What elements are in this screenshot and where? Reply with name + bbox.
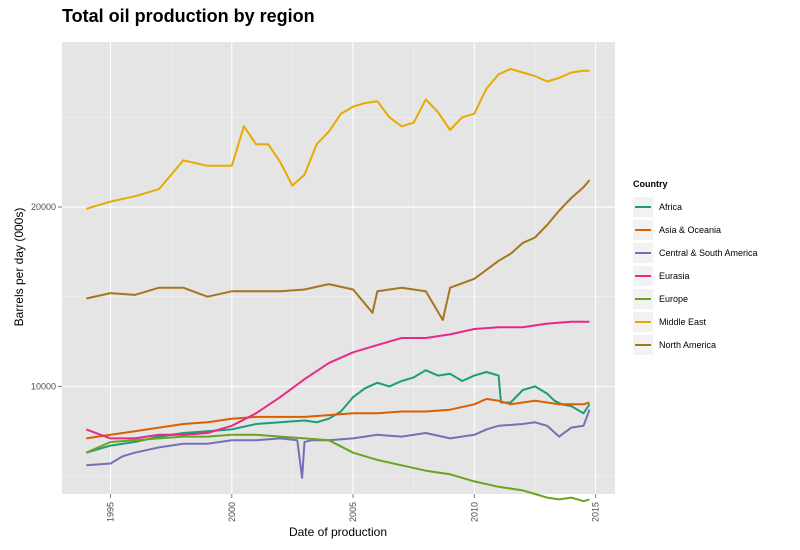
- legend-item: Africa: [633, 195, 758, 218]
- y-tick-label: 20000: [31, 202, 56, 212]
- x-tick-label: 2005: [348, 502, 358, 522]
- plot-panel: [62, 42, 615, 494]
- legend-label: North America: [659, 339, 717, 350]
- x-tick-label: 1995: [106, 502, 116, 522]
- series-line-africa: [86, 369, 591, 454]
- legend-label: Asia & Oceania: [659, 224, 722, 235]
- legend-label: Middle East: [659, 316, 707, 327]
- legend-label: Europe: [659, 293, 689, 304]
- x-axis-label: Date of production: [288, 525, 388, 539]
- series-line-north-america: [86, 179, 591, 321]
- grid-major: [62, 42, 615, 494]
- legend-item: Europe: [633, 287, 758, 310]
- legend-key: [633, 288, 653, 309]
- legend-swatch: [635, 228, 651, 231]
- legend-item: Asia & Oceania: [633, 218, 758, 241]
- legend-swatch: [635, 297, 651, 300]
- series-line-eurasia: [85, 320, 590, 440]
- legend-items: Africa Asia & Oceania Central & South Amer…: [633, 195, 758, 356]
- legend-key: [633, 219, 653, 240]
- legend-label: Central & South America: [659, 247, 758, 258]
- chart-title: Total oil production by region: [62, 6, 315, 26]
- legend-swatch: [635, 320, 651, 323]
- y-tick-label: 10000: [31, 381, 56, 391]
- legend-key: [633, 196, 653, 217]
- legend-swatch: [635, 205, 651, 208]
- series-line-middle-east: [86, 67, 590, 210]
- legend-label: Eurasia: [659, 270, 690, 281]
- legend-key: [633, 334, 653, 355]
- series-line-asia-oceania: [86, 397, 590, 440]
- x-tick-label: 2015: [591, 502, 601, 522]
- legend-label: Africa: [659, 201, 683, 212]
- legend-item: Eurasia: [633, 264, 758, 287]
- legend: Country Africa Asia & Oceania Central & So…: [633, 179, 758, 356]
- legend-item: North America: [633, 333, 758, 356]
- x-tick-label: 2000: [227, 502, 237, 522]
- axis-ticks: 1995 2000 2005 2010 2015 10000 20000: [31, 202, 601, 522]
- series-line-central-south-america: [86, 409, 591, 479]
- series-lines: [85, 67, 591, 503]
- x-tick-label: 2010: [469, 502, 479, 522]
- legend-item: Middle East: [633, 310, 758, 333]
- legend-title: Country: [633, 179, 668, 189]
- legend-swatch: [635, 343, 651, 346]
- legend-key: [633, 311, 653, 332]
- legend-item: Central & South America: [633, 241, 758, 264]
- legend-swatch: [635, 251, 651, 254]
- series-line-europe: [85, 433, 590, 503]
- legend-key: [633, 265, 653, 286]
- legend-key: [633, 242, 653, 263]
- legend-swatch: [635, 274, 651, 277]
